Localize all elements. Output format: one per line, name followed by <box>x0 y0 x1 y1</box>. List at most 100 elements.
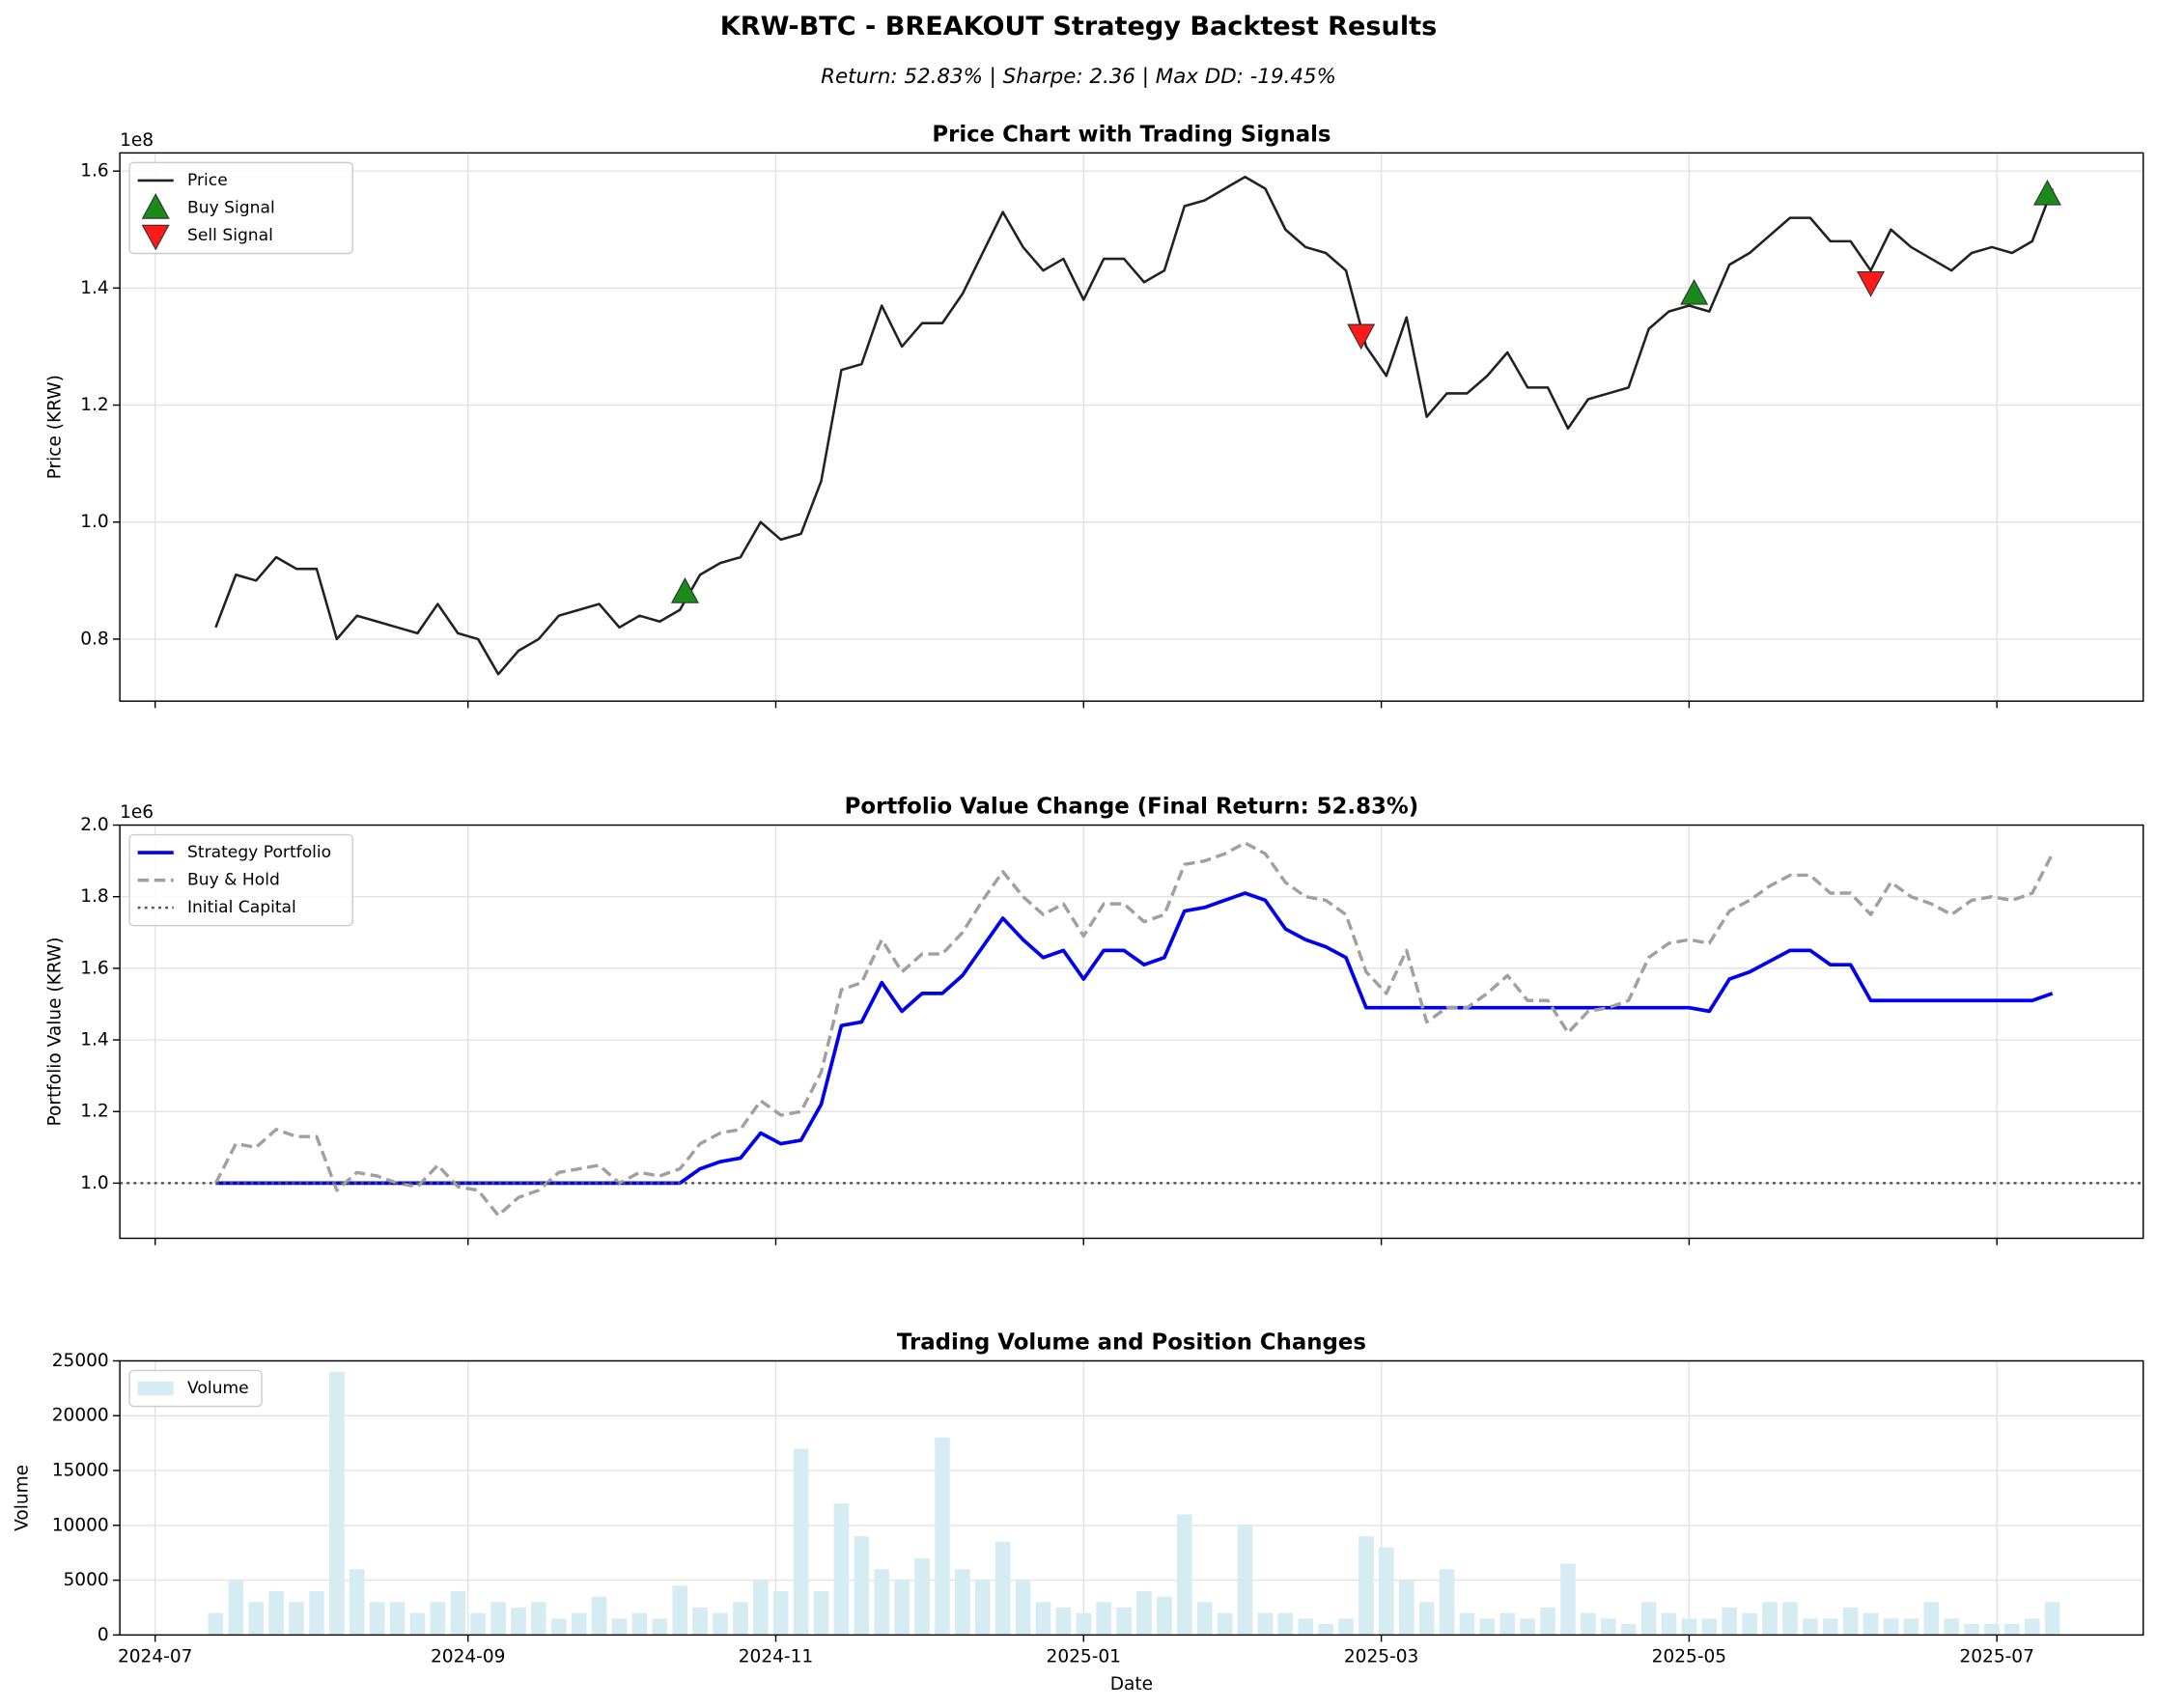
bar <box>1984 1624 2000 1636</box>
y-offset: 1e8 <box>120 130 154 151</box>
x-tick-label: 2025-03 <box>1344 1647 1418 1667</box>
bar <box>1923 1602 1940 1636</box>
bar <box>309 1590 324 1636</box>
y-tick-label: 15000 <box>52 1461 109 1481</box>
bar <box>1722 1607 1738 1636</box>
bar <box>1237 1525 1253 1636</box>
legend-label: Initial Capital <box>187 898 296 917</box>
y-tick-label: 0.8 <box>80 629 108 649</box>
bar <box>228 1580 244 1636</box>
bar <box>772 1590 789 1636</box>
bar <box>2044 1602 2060 1636</box>
bar <box>1540 1607 1555 1636</box>
bar <box>1035 1602 1051 1636</box>
bar <box>1398 1580 1415 1636</box>
bar <box>1842 1607 1859 1636</box>
bar <box>248 1602 265 1636</box>
signal-marker <box>1680 278 1709 305</box>
legend-label: Strategy Portfolio <box>187 843 331 862</box>
bar <box>1701 1618 1718 1636</box>
series-line <box>213 841 2055 1218</box>
y-axis-label: Portfolio Value (KRW) <box>45 938 66 1127</box>
bar <box>894 1580 910 1636</box>
bar <box>1520 1618 1536 1636</box>
bar <box>470 1612 486 1636</box>
signal-marker <box>1347 323 1376 350</box>
signal-marker <box>2032 179 2061 206</box>
bar <box>1116 1607 1132 1636</box>
bar <box>1863 1612 1879 1636</box>
legend-label: Volume <box>187 1379 249 1398</box>
bar <box>2004 1624 2020 1636</box>
bar <box>833 1503 850 1636</box>
bar <box>409 1612 426 1636</box>
axis-title: Portfolio Value Change (Final Return: 52… <box>845 794 1418 819</box>
y-tick-label: 20000 <box>52 1406 109 1426</box>
bar <box>268 1590 284 1636</box>
figure-title: KRW-BTC - BREAKOUT Strategy Backtest Res… <box>720 12 1437 42</box>
x-tick-label: 2024-11 <box>739 1647 813 1667</box>
bar <box>511 1607 526 1636</box>
legend-label: Price <box>187 171 228 190</box>
bar <box>289 1602 304 1636</box>
legend-swatch <box>137 1381 174 1396</box>
bar <box>1157 1596 1172 1636</box>
bar <box>531 1602 546 1636</box>
bar <box>955 1569 970 1636</box>
axis-title: Trading Volume and Position Changes <box>897 1330 1366 1355</box>
bar <box>430 1602 446 1636</box>
bar <box>1742 1612 1757 1636</box>
bar <box>1257 1612 1274 1636</box>
bar <box>1944 1618 1959 1636</box>
bar <box>733 1602 748 1636</box>
bar <box>1378 1547 1394 1636</box>
bar <box>1459 1612 1475 1636</box>
bar <box>1015 1580 1031 1636</box>
bar <box>1600 1618 1616 1636</box>
bar <box>1640 1602 1657 1636</box>
bar <box>389 1602 406 1636</box>
bar <box>1418 1602 1435 1636</box>
x-tick-label: 2025-05 <box>1652 1647 1726 1667</box>
bar <box>914 1557 930 1636</box>
x-tick-label: 2024-09 <box>431 1647 505 1667</box>
y-tick-label: 1.2 <box>80 395 108 415</box>
bar <box>591 1596 607 1636</box>
bar <box>1782 1602 1798 1636</box>
bar <box>369 1602 385 1636</box>
y-tick-label: 10000 <box>52 1515 109 1535</box>
bar <box>874 1569 890 1636</box>
bar <box>1359 1536 1374 1636</box>
bar <box>935 1437 950 1636</box>
series-line <box>214 175 2054 676</box>
legend-marker <box>141 224 170 251</box>
bar <box>652 1618 668 1636</box>
legend-marker <box>141 192 170 219</box>
legend-label: Buy & Hold <box>187 871 280 890</box>
bar <box>349 1569 365 1636</box>
bar <box>1802 1618 1818 1636</box>
y-tick-label: 1.2 <box>80 1102 108 1122</box>
legend-box <box>128 161 353 255</box>
bar <box>692 1607 708 1636</box>
bar <box>2024 1618 2040 1636</box>
bar <box>1439 1569 1455 1636</box>
bar <box>1581 1612 1596 1636</box>
bar <box>571 1612 587 1636</box>
bar <box>1217 1612 1233 1636</box>
y-tick-label: 5000 <box>64 1570 109 1590</box>
bar <box>550 1618 567 1636</box>
y-tick-label: 2.0 <box>80 815 108 835</box>
y-axis-label: Price (KRW) <box>45 375 66 479</box>
bar <box>1318 1624 1333 1636</box>
y-axis-label: Volume <box>12 1465 32 1531</box>
bar <box>490 1602 506 1636</box>
bar <box>1096 1602 1112 1636</box>
bar <box>1176 1514 1192 1636</box>
signal-marker <box>1857 271 1886 297</box>
bar <box>1196 1602 1213 1636</box>
bar <box>1338 1618 1354 1636</box>
axes-frame <box>119 152 2144 702</box>
x-tick-label: 2025-01 <box>1047 1647 1121 1667</box>
